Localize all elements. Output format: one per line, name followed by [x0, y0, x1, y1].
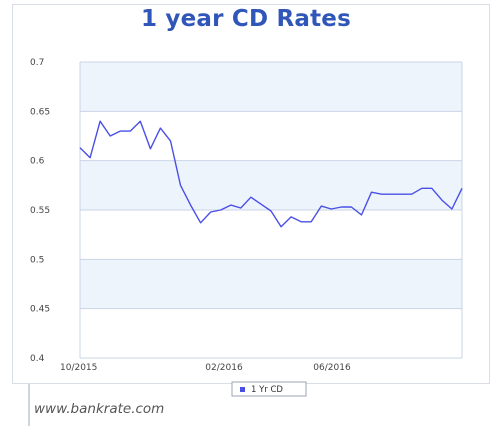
x-tick-label: 10/2015	[60, 363, 97, 373]
y-tick-label: 0.55	[30, 206, 50, 216]
y-tick-label: 0.6	[30, 157, 45, 167]
x-axis-ticks: 10/2015 02/2016 06/2016	[60, 363, 351, 373]
legend-swatch	[240, 387, 245, 392]
plot-band	[80, 308, 462, 358]
plot-bands	[80, 62, 462, 358]
plot-band	[80, 111, 462, 161]
x-tick-label: 06/2016	[313, 363, 351, 373]
grid-lines	[79, 61, 463, 359]
plot-band	[80, 259, 462, 309]
x-tick-label: 02/2016	[205, 363, 243, 373]
plot-band	[80, 210, 462, 260]
series-line	[79, 120, 463, 228]
source-credit: www.bankrate.com	[34, 401, 165, 417]
y-tick-label: 0.45	[30, 305, 50, 315]
y-tick-label: 0.4	[30, 354, 45, 364]
y-axis-ticks: 0.4 0.45 0.5 0.55 0.6 0.65 0.7	[30, 58, 50, 364]
y-tick-label: 0.7	[30, 58, 44, 68]
legend-label: 1 Yr CD	[251, 385, 283, 395]
plot-band	[80, 160, 462, 210]
plot-band	[80, 62, 462, 112]
series-group	[79, 120, 463, 228]
footer-divider	[28, 384, 30, 426]
y-tick-label: 0.65	[30, 107, 50, 117]
legend[interactable]: 1 Yr CD	[231, 381, 307, 397]
chart-title: 1 year CD Rates	[141, 6, 351, 32]
legend-box	[231, 381, 307, 397]
y-tick-label: 0.5	[30, 255, 44, 265]
